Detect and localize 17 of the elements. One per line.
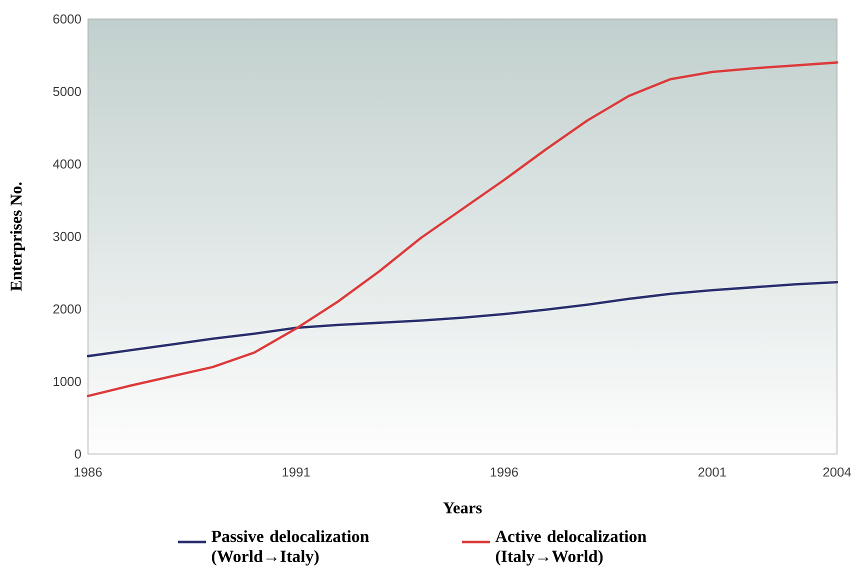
- y-tick-label: 1000: [54, 376, 81, 386]
- x-tick-label: 1991: [282, 468, 310, 477]
- x-tick-label: 1996: [490, 468, 518, 477]
- y-tick-label: 0: [74, 449, 81, 459]
- x-tick-label: 2001: [698, 468, 726, 477]
- y-tick-label: 4000: [52, 159, 81, 169]
- x-tick-label: 1986: [74, 468, 102, 477]
- x-axis-title: Years: [443, 502, 482, 514]
- y-tick-label: 6000: [53, 14, 81, 24]
- legend-label: Passive delocalization (World→Italy): [212, 530, 370, 566]
- y-tick-label: 2000: [53, 304, 81, 314]
- y-tick-label: 3000: [53, 232, 81, 242]
- y-tick-label: 5000: [53, 86, 81, 96]
- line-series: [86, 61, 838, 398]
- y-axis-title: Enterprises No.: [10, 182, 26, 292]
- legend-label: Active delocalization (Italy→World): [495, 530, 646, 566]
- x-tick-label: 2004: [823, 468, 852, 477]
